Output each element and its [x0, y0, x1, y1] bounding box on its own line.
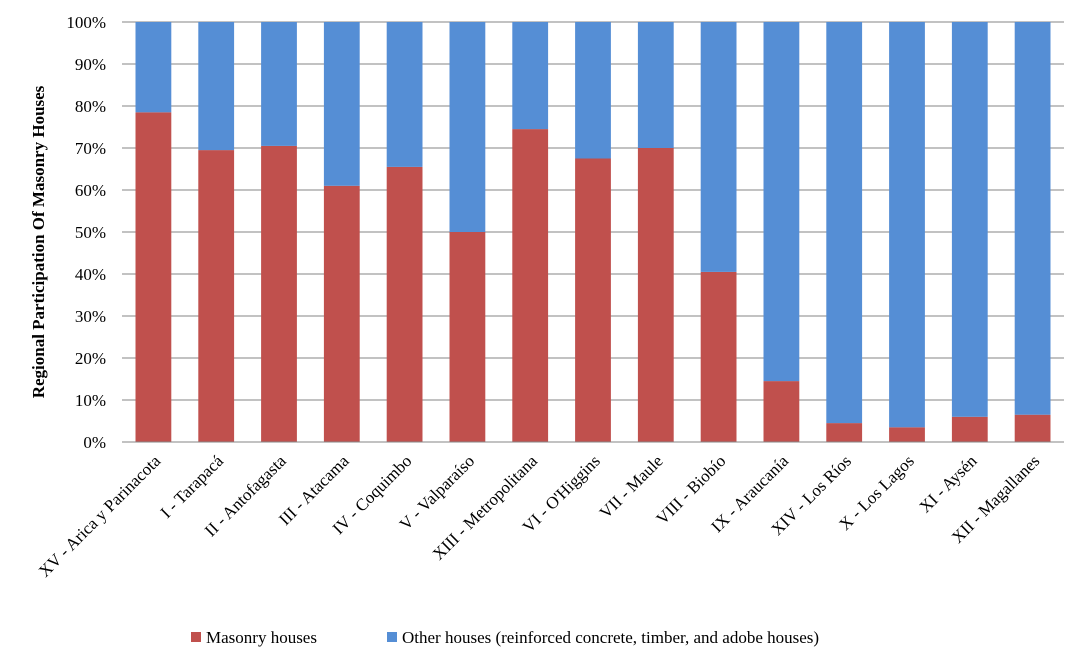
bar-masonry-houses: [323, 185, 360, 443]
x-tick-label: XI - Aysén: [916, 451, 981, 516]
y-tick-label: 50%: [75, 223, 106, 242]
bar-masonry-houses: [449, 232, 486, 442]
bar-masonry-houses: [889, 427, 925, 442]
legend: Masonry houses Other houses (reinforced c…: [191, 628, 819, 647]
y-tick-label: 60%: [75, 181, 106, 200]
bar-other-houses: [1014, 22, 1051, 415]
y-tick-label: 20%: [75, 349, 106, 368]
bar-other-houses: [386, 22, 423, 167]
bar-other-houses: [449, 22, 486, 232]
bar-masonry-houses: [1014, 414, 1051, 442]
bar-other-houses: [951, 22, 988, 417]
y-tick-label: 90%: [75, 55, 106, 74]
y-axis-ticks: 0% 10% 20% 30% 40% 50% 60% 70% 80% 90% 100%: [66, 13, 106, 452]
bar-masonry-houses: [700, 271, 737, 442]
bar-masonry-houses: [512, 129, 549, 442]
bar-other-houses: [826, 22, 863, 424]
bar-masonry-houses: [763, 381, 800, 442]
legend-swatch: [387, 632, 397, 642]
y-tick-label: 80%: [75, 97, 106, 116]
bar-masonry-houses: [575, 158, 611, 442]
legend-label: Other houses (reinforced concrete, timbe…: [402, 628, 819, 647]
y-tick-label: 10%: [75, 391, 106, 410]
bar-other-houses: [763, 22, 800, 382]
legend-swatch: [191, 632, 201, 642]
bar-other-houses: [889, 22, 925, 428]
y-tick-label: 0%: [83, 433, 106, 452]
bar-masonry-houses: [198, 150, 235, 442]
bar-masonry-houses: [951, 416, 988, 442]
bar-other-houses: [700, 22, 737, 272]
bar-masonry-houses: [135, 112, 172, 443]
y-tick-label: 30%: [75, 307, 106, 326]
bar-other-houses: [637, 22, 674, 148]
bar-other-houses: [323, 22, 360, 186]
bar-other-houses: [512, 22, 549, 130]
y-axis-title: Regional Participation Of Masonry Houses: [29, 85, 48, 398]
bar-masonry-houses: [261, 145, 297, 442]
bar-other-houses: [575, 22, 611, 159]
bar-other-houses: [198, 22, 235, 151]
bar-masonry-houses: [386, 166, 423, 442]
x-tick-label: XV - Arica y Parinacota: [35, 451, 165, 581]
y-tick-label: 40%: [75, 265, 106, 284]
x-tick-label: XIII - Metropolitana: [429, 451, 542, 564]
bar-other-houses: [135, 22, 172, 113]
y-tick-label: 70%: [75, 139, 106, 158]
bars: [135, 22, 1051, 443]
y-tick-label: 100%: [66, 13, 106, 32]
legend-label: Masonry houses: [206, 628, 317, 647]
bar-other-houses: [261, 22, 297, 146]
bar-masonry-houses: [826, 423, 863, 442]
bar-masonry-houses: [637, 148, 674, 442]
